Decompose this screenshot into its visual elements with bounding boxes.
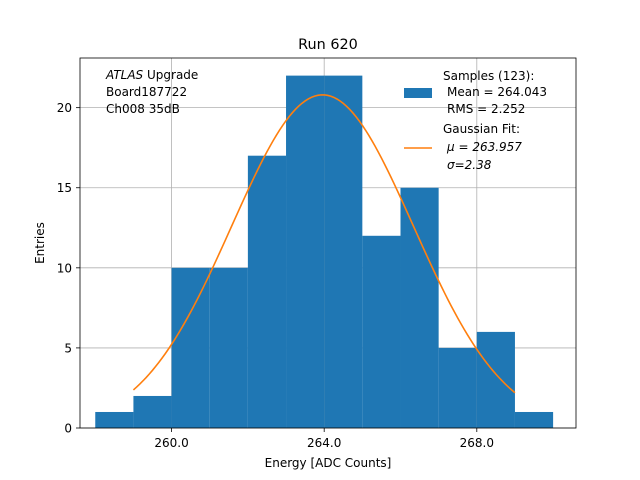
histogram-bars (95, 75, 554, 428)
x-tick-label: 268.0 (460, 436, 494, 450)
x-tick-label: 264.0 (307, 436, 341, 450)
legend-samples-mean: Mean = 264.043 (447, 85, 547, 99)
plot-frame (79, 57, 577, 429)
histogram-bar (286, 75, 325, 428)
histogram-bar (362, 235, 401, 428)
annotation-line-2: Board187722 (106, 85, 187, 99)
histogram-bar (514, 411, 554, 428)
legend-samples-swatch (404, 88, 432, 98)
axis-ticks: 260.0 264.0 268.0 0 5 10 15 20 (57, 101, 494, 450)
legend: Samples (123): Mean = 264.043 RMS = 2.25… (404, 69, 547, 172)
y-tick-label: 5 (64, 341, 72, 355)
x-tick-label: 260.0 (154, 436, 188, 450)
annotation-line-3: Ch008 35dB (106, 102, 180, 116)
histogram-bar (438, 347, 477, 428)
y-tick-label: 15 (57, 181, 72, 195)
histogram-bar (400, 187, 439, 428)
histogram-bar (209, 267, 248, 428)
gaussian-fit-curve (132, 94, 516, 394)
y-tick-label: 20 (57, 101, 72, 115)
y-axis-label: Entries (33, 222, 47, 264)
histogram-bar (324, 75, 363, 428)
histogram-bar (247, 155, 287, 428)
annotation-experiment: ATLAS (105, 68, 144, 82)
histogram-bar (476, 331, 515, 428)
legend-fit-mu: μ = 263.957 (446, 140, 522, 154)
x-axis-label: Energy [ADC Counts] (265, 456, 392, 470)
run-annotation: ATLAS Upgrade Board187722 Ch008 35dB (105, 68, 198, 116)
histogram-bar (133, 395, 172, 428)
chart-title: Run 620 (298, 37, 358, 53)
annotation-experiment-rest: Upgrade (143, 68, 198, 82)
legend-samples-title: Samples (123): (443, 69, 534, 83)
y-tick-label: 10 (57, 261, 72, 275)
histogram-bar (95, 411, 134, 428)
legend-samples-rms: RMS = 2.252 (447, 102, 525, 116)
legend-fit-title: Gaussian Fit: (443, 122, 520, 136)
annotation-line-1: ATLAS Upgrade (105, 68, 198, 82)
histogram-bar (171, 267, 210, 428)
legend-fit-sigma: σ=2.38 (447, 158, 492, 172)
y-tick-label: 0 (64, 422, 72, 436)
